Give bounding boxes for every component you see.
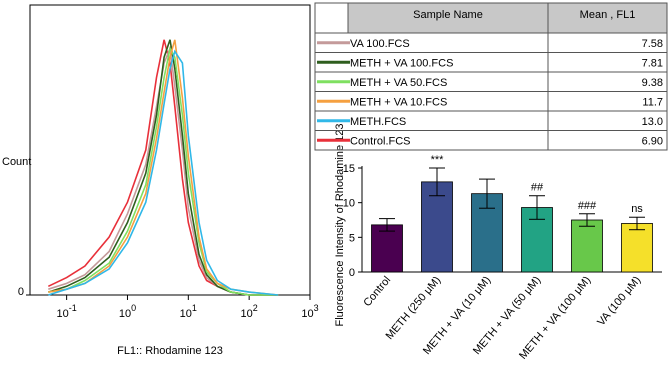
- x-tick-label: 102: [241, 303, 258, 320]
- bar: [571, 219, 603, 273]
- y-tick-label: 0: [18, 286, 24, 298]
- x-tick-base: 10: [56, 308, 68, 320]
- histogram-curve: [48, 49, 279, 296]
- x-tick-label: METH (250 μM): [384, 274, 444, 342]
- error-bar: [379, 218, 395, 232]
- y-axis-label: Count: [2, 156, 31, 168]
- table-sample-name: Control.FCS: [350, 135, 411, 147]
- significance-label: ###: [578, 200, 597, 212]
- table-frame: [314, 2, 668, 151]
- bar: [621, 223, 653, 273]
- table-sample-name: METH.FCS: [350, 116, 406, 128]
- histogram-frame: [29, 4, 311, 296]
- table-mean: 7.58: [642, 38, 663, 50]
- x-tick-label: VA (100 μM): [595, 274, 643, 328]
- table-sample-name: VA 100.FCS: [350, 38, 410, 50]
- error-bar: [429, 167, 445, 197]
- table-mean: 7.81: [642, 57, 663, 69]
- table-mean: 6.90: [642, 135, 663, 147]
- y-tick-label: 0: [349, 267, 355, 279]
- table-sample-name: METH + VA 50.FCS: [350, 77, 447, 89]
- table-header: Mean , FL1: [580, 9, 636, 21]
- x-tick-base: 10: [241, 308, 253, 320]
- table-sample-name: METH + VA 100.FCS: [350, 57, 453, 69]
- x-axis-label: FL1:: Rhodamine 123: [117, 345, 223, 357]
- y-tick-label: 5: [349, 232, 355, 244]
- table-mean: 11.7: [642, 96, 663, 108]
- x-tick-label: 100: [119, 303, 136, 320]
- x-tick-exponent: 0: [131, 303, 136, 313]
- histogram-curve: [48, 39, 279, 296]
- table-mean: 9.38: [642, 77, 663, 89]
- error-bar: [629, 216, 645, 231]
- significance-label: ns: [631, 203, 643, 215]
- x-tick-label: 103: [301, 303, 318, 320]
- x-tick-label: Control: [361, 274, 393, 309]
- x-tick-label: 10-1: [56, 303, 76, 320]
- significance-label: ##: [531, 182, 544, 194]
- error-bar: [479, 178, 495, 209]
- bar-y-axis-label: Fluorescence Intensity of Rhodamine 123: [334, 123, 346, 326]
- error-bar: [529, 195, 545, 220]
- x-tick-exponent: 1: [192, 303, 197, 313]
- significance-label: ***: [431, 154, 445, 166]
- bar: [371, 224, 403, 273]
- histogram-curve: [48, 46, 279, 296]
- x-tick-label: 101: [180, 303, 197, 320]
- x-tick-base: 10: [119, 308, 131, 320]
- x-tick-exponent: -1: [69, 303, 77, 313]
- table-mean: 13.0: [642, 116, 663, 128]
- y-tick-label: 15: [343, 163, 355, 175]
- x-tick-base: 10: [180, 308, 192, 320]
- x-tick-base: 10: [301, 308, 313, 320]
- table-header: Sample Name: [413, 9, 483, 21]
- x-tick-exponent: 2: [253, 303, 258, 313]
- y-tick-label: 10: [343, 198, 355, 210]
- x-tick-exponent: 3: [314, 303, 319, 313]
- error-bar: [579, 213, 595, 227]
- table-sample-name: METH + VA 10.FCS: [350, 96, 447, 108]
